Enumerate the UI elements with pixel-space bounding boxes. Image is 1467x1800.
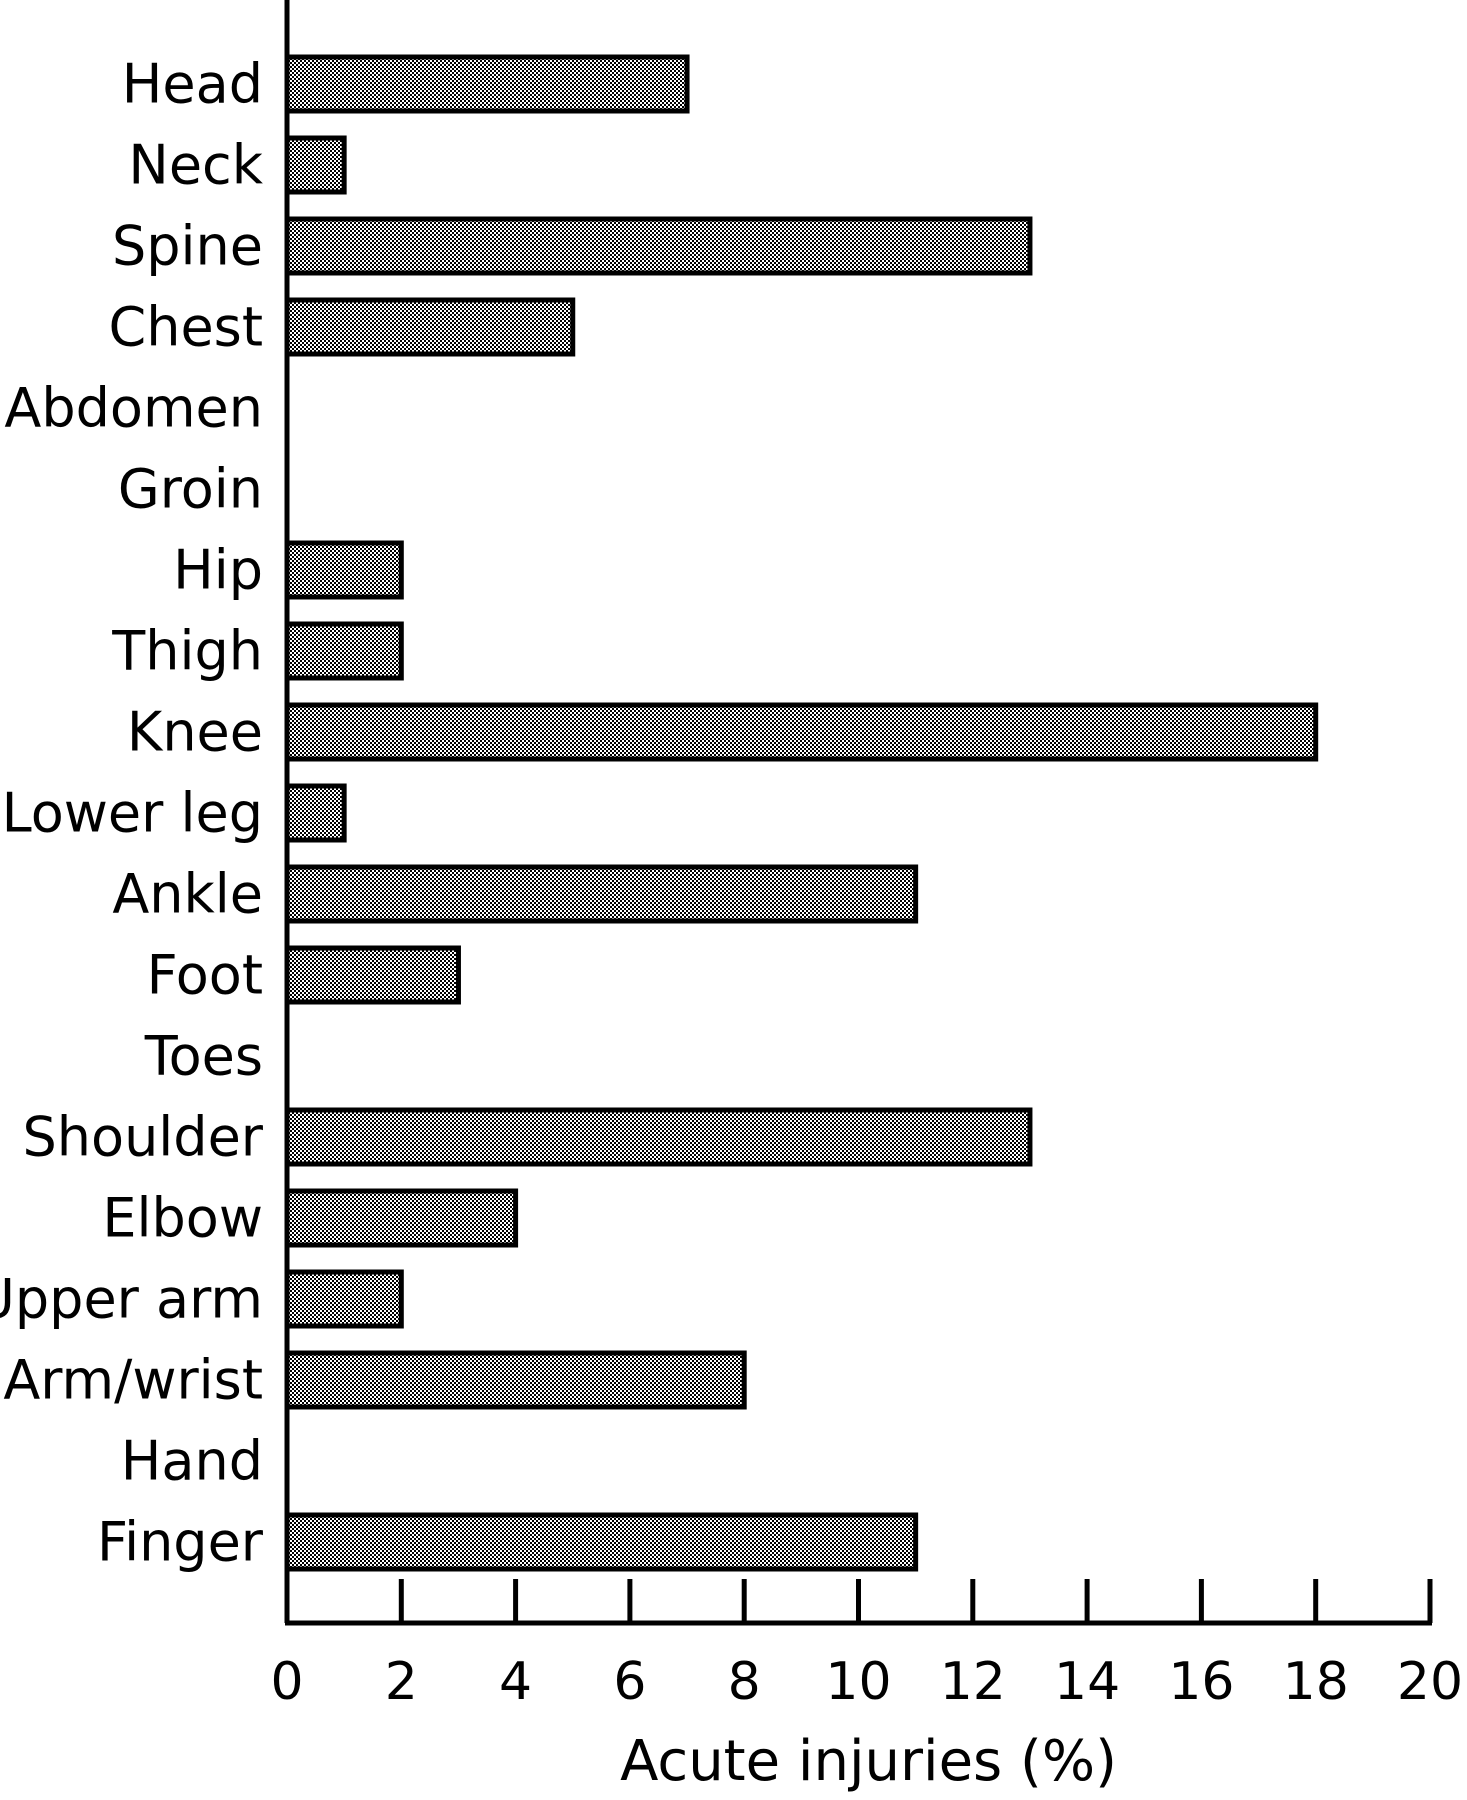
bar-shoulder (284, 1107, 1033, 1167)
category-label-lower-leg: Lower leg (2, 782, 263, 845)
bar-foot (284, 945, 461, 1005)
category-label-finger: Finger (97, 1511, 264, 1574)
category-label-abdomen: Abdomen (4, 377, 263, 440)
x-tick-label-2: 2 (385, 1652, 418, 1712)
category-label-thigh: Thigh (111, 620, 263, 683)
category-label-elbow: Elbow (102, 1187, 263, 1250)
category-label-toes: Toes (144, 1025, 263, 1088)
x-tick-label-14: 14 (1054, 1652, 1120, 1712)
x-tick-label-18: 18 (1283, 1652, 1349, 1712)
x-axis-tick-labels: 0 2 4 6 8 10 12 14 16 18 20 (270, 1652, 1463, 1712)
category-label-head: Head (122, 53, 263, 116)
x-tick-label-20: 20 (1397, 1652, 1463, 1712)
category-label-foot: Foot (147, 944, 263, 1007)
bar-head (284, 54, 690, 114)
bars-layer (284, 54, 1319, 1572)
x-tick-label-10: 10 (825, 1652, 891, 1712)
bar-arm-wrist (284, 1350, 747, 1410)
category-label-neck: Neck (128, 134, 263, 197)
bar-knee (284, 702, 1319, 762)
category-label-arm-wrist: Arm/wrist (3, 1349, 263, 1412)
x-tick-label-6: 6 (613, 1652, 646, 1712)
x-axis-title: Acute injuries (%) (620, 1729, 1117, 1794)
category-label-ankle: Ankle (112, 863, 263, 926)
bar-lower-leg (284, 783, 347, 843)
bar-spine (284, 216, 1033, 276)
x-axis-ticks (284, 1579, 1433, 1623)
category-label-spine: Spine (112, 215, 263, 278)
category-label-shoulder: Shoulder (23, 1106, 264, 1169)
bar-neck (284, 135, 347, 195)
category-label-hand: Hand (121, 1430, 263, 1493)
category-label-groin: Groin (118, 458, 263, 521)
bar-upper-arm (284, 1269, 404, 1329)
x-tick-label-0: 0 (270, 1652, 303, 1712)
bar-ankle (284, 864, 919, 924)
bar-elbow (284, 1188, 519, 1248)
category-label-chest: Chest (109, 296, 263, 359)
category-label-hip: Hip (173, 539, 263, 602)
category-label-knee: Knee (127, 701, 263, 764)
bar-finger (284, 1512, 919, 1572)
x-tick-label-8: 8 (728, 1652, 761, 1712)
category-labels: Head Neck Spine Chest Abdomen Groin Hip Thigh Kn… (0, 53, 264, 1574)
x-tick-label-12: 12 (940, 1652, 1006, 1712)
x-tick-label-16: 16 (1168, 1652, 1234, 1712)
bar-chest (284, 297, 576, 357)
category-label-upper-arm: Upper arm (0, 1268, 263, 1331)
x-tick-label-4: 4 (499, 1652, 532, 1712)
bar-hip (284, 540, 404, 600)
bar-thigh (284, 621, 404, 681)
